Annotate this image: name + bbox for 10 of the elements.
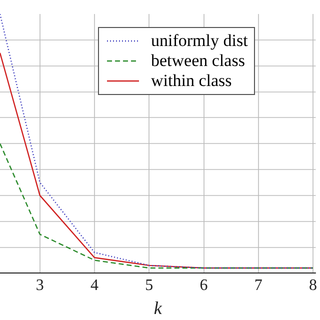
- x-tick-label: 3: [36, 277, 44, 294]
- x-tick-label: 5: [145, 277, 154, 294]
- legend-label: uniformly dist: [151, 31, 248, 51]
- x-tick-label: 6: [200, 277, 208, 294]
- x-tick-label: 8: [309, 277, 317, 294]
- legend-label: between class: [151, 51, 245, 71]
- x-tick-label: 4: [90, 277, 98, 294]
- x-axis-title: k: [154, 298, 163, 318]
- x-tick-label: 7: [254, 277, 262, 294]
- legend-label: within class: [151, 71, 232, 91]
